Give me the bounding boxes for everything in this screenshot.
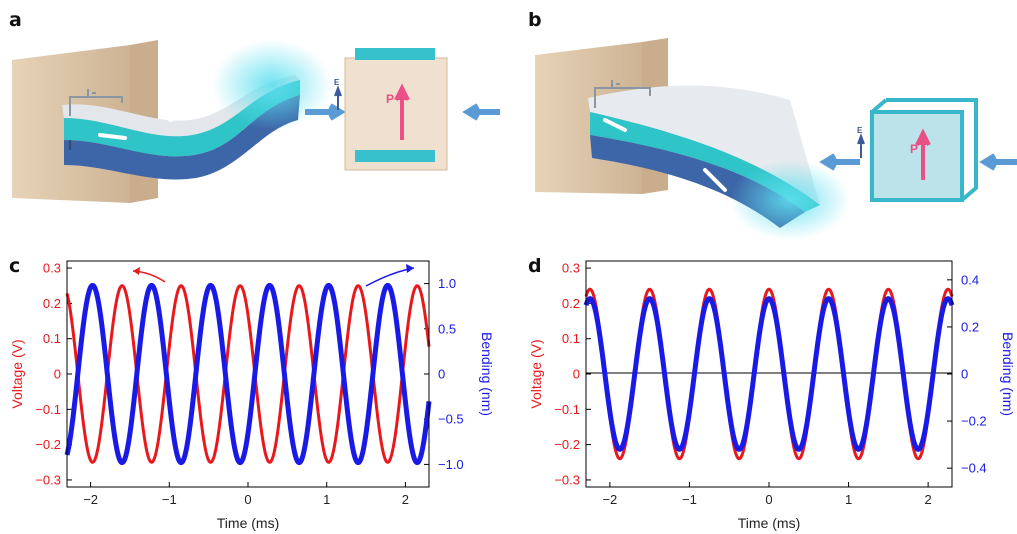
circuit-a [69,89,123,116]
chart-d-series [583,287,955,461]
chart-d-ytick-label-right: −0.2 [961,414,987,429]
field-arrow-b [857,133,865,158]
chart-d-xtick-label: −2 [602,492,617,507]
chart-d-xtick-label: −1 [682,492,697,507]
panel-label-c: c [9,255,21,277]
panel-label-d: d [528,255,542,277]
cell-bottom-a [355,150,435,162]
chart-c-ylabel-left: Voltage (V) [9,339,25,408]
chart-c-annotation-blue [365,264,415,287]
strain-arrow-a-right [462,103,500,121]
chart-c-xlabel: Time (ms) [217,515,279,531]
chart-c-xtick-label: 0 [244,492,251,507]
current-arrow-a1 [98,133,127,140]
chart-c-xtick-label: −1 [162,492,177,507]
strain-arrow-b-right [979,153,1017,171]
chart-c-ticks: −2 −1 0 1 2 0.3 0.2 0.1 0 −0.1 −0.2 −0.3 1.0 0.5 0 −0.5… [35,261,463,507]
chart-c-ytick-label-left: 0.2 [43,296,61,311]
polarization-arrow-a [394,83,410,140]
polarization-label-b: P [910,142,918,156]
chart-c-ytick-label-left: −0.3 [35,472,61,487]
chart-d-ytick-label-left: 0 [573,367,580,382]
cell-top-a [355,48,435,60]
chart-c-frame [66,260,430,488]
chart-c-ytick-label-left: 0 [54,367,61,382]
field-label-a: E [334,78,340,87]
chart-c-ytick-label-left: −0.1 [35,402,61,417]
beam-top-b [588,85,820,205]
current-arrow-a2 [168,110,192,122]
cantilever-illustrations: P E P E [12,38,1017,240]
illustration-b: P E [535,38,1017,240]
chart-d-ylabel-right: Bending (nm) [1000,332,1016,416]
illustration-a: P E [12,40,500,203]
chart-d-xtick-label: 1 [845,492,852,507]
chart-d-ytick-label-right: −0.4 [961,461,987,476]
field-arrow-a [334,85,342,110]
strain-arrow-b-left [819,153,860,171]
chart-c-xtick-label: −2 [83,492,98,507]
chart-c-xtick-label: 2 [402,492,409,507]
chart-d-ytick-label-left: 0.1 [562,331,580,346]
field-label-b: E [857,126,863,135]
chart-c-ytick-label-right: −1.0 [438,457,464,472]
chart-c-xtick-label: 1 [323,492,330,507]
chart-d-xtick-label: 0 [765,492,772,507]
chart-c-ylabel-right: Bending (nm) [479,332,495,416]
chart-d-ytick-label-left: −0.3 [554,472,580,487]
chart-c-ytick-label-left: 0.3 [43,261,61,276]
strain-arrow-a-left [305,103,346,121]
chart-d-ytick-label-right: 0.4 [961,272,979,287]
chart-d-ylabel-left: Voltage (V) [528,339,544,408]
polarization-arrow-b [915,128,931,180]
chart-d-ytick-label-right: 0 [961,367,968,382]
cell-depth-b [870,98,978,202]
polarization-label-a: P [386,92,394,106]
chart-d-ytick-label-left: 0.2 [562,296,580,311]
panel-label-a: a [9,9,22,31]
chart-c-ytick-label-right: 1.0 [438,276,456,291]
glow-b [730,160,850,240]
chart-d-xlabel: Time (ms) [738,515,800,531]
chart-c-ytick-label-left: −0.2 [35,437,61,452]
chart-c-ytick-label-right: 0 [438,367,445,382]
chart-d-frame [585,260,953,488]
chart-c-series-left [65,284,431,464]
chart-d-ytick-label-right: 0.2 [961,319,979,334]
chart-c-ytick-label-right: −0.5 [438,412,464,427]
chart-c-series-right [64,282,432,466]
glow-a [212,40,332,130]
panel-label-b: b [528,9,542,31]
current-arrow-b2 [703,168,727,192]
chart-d-series-left [584,287,954,461]
chart-d-ytick-label-left: −0.2 [554,437,580,452]
current-arrow-b1 [603,118,627,132]
chart-d-series-right [583,296,955,452]
chart-c-ytick-label-left: 0.1 [43,331,61,346]
chart-d-ytick-label-left: −0.1 [554,402,580,417]
circuit-b [594,80,651,108]
chart-d-ticks: −2 −1 0 1 2 0.3 0.2 0.1 0 −0.1 −0.2 −0.3 0.4 0.2 0 −0.2… [554,261,986,507]
chart-d-ytick-label-left: 0.3 [562,261,580,276]
chart-c-series [64,282,432,466]
beam-bottom-a [64,95,300,180]
beam-top-a [62,75,300,137]
chart-c-annotation-red [132,267,166,283]
beam-piezo-b [590,112,820,212]
chart-d-xtick-label: 2 [925,492,932,507]
chart-c-ytick-label-right: 0.5 [438,321,456,336]
